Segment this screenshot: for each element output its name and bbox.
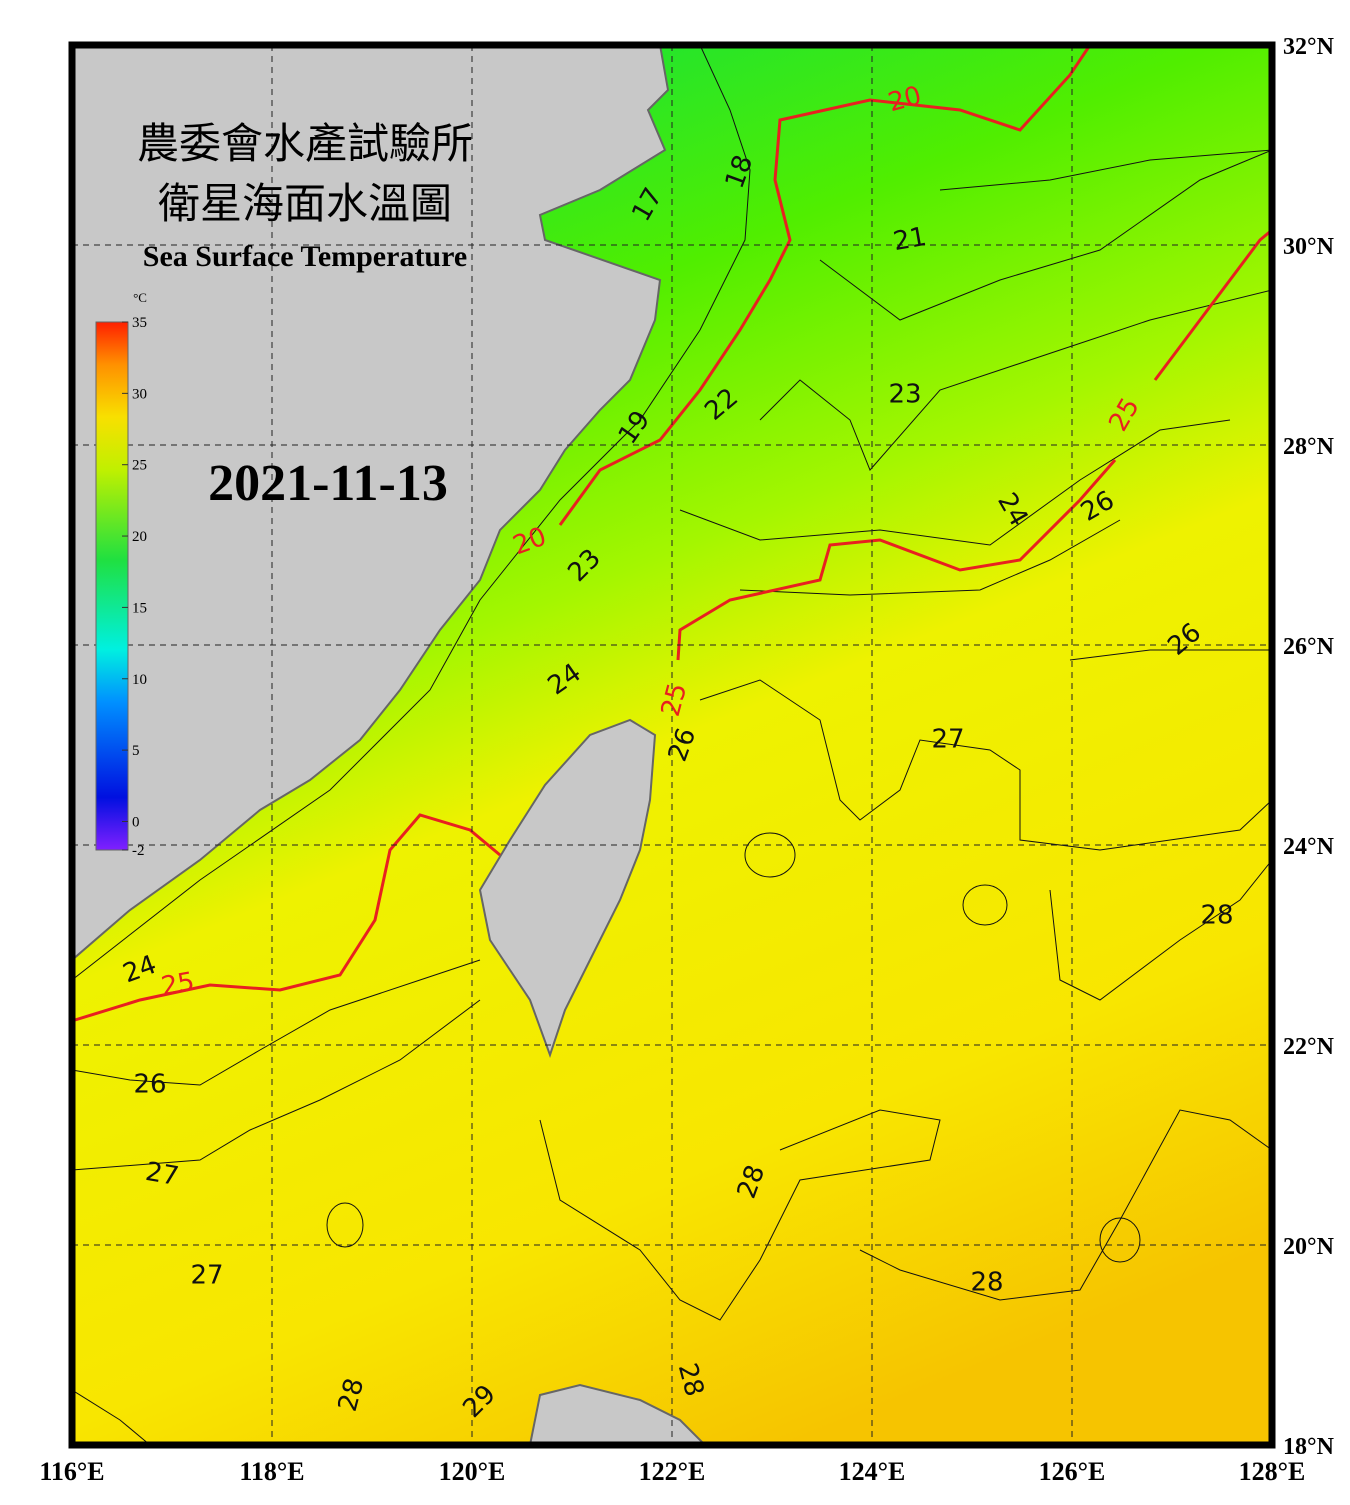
land-taiwan <box>478 718 657 1059</box>
colorbar-tick-label: 0 <box>132 814 140 830</box>
colorbar-tick-label: 5 <box>132 743 140 759</box>
contour-label: 28 <box>1200 901 1233 931</box>
title-en: Sea Surface Temperature <box>143 240 467 273</box>
colorbar-tick-label: 35 <box>132 315 147 331</box>
title-zh: 衛星海面水溫圖 <box>158 182 452 228</box>
colorbar-tick-label: -2 <box>132 843 145 859</box>
contour-label: 23 <box>888 380 921 410</box>
colorbar-ticks: 35 30 25 20 15 10 5 0 -2 <box>122 315 147 859</box>
lon-label: 126°E <box>1039 1457 1106 1486</box>
lat-label: 20°N <box>1283 1234 1335 1260</box>
lat-label: 32°N <box>1283 34 1335 60</box>
isotherms <box>72 45 1272 1445</box>
colorbar-unit: °C <box>133 290 147 305</box>
land-luzon <box>528 1383 707 1445</box>
lon-label: 122°E <box>639 1457 706 1486</box>
contour-label: 28 <box>970 1268 1003 1298</box>
lat-label: 18°N <box>1283 1434 1335 1460</box>
land-china <box>72 45 670 962</box>
contour-label: 26 <box>133 1070 166 1100</box>
colorbar-tick-label: 10 <box>132 672 147 688</box>
lat-label: 30°N <box>1283 234 1335 260</box>
colorbar-tick-label: 25 <box>132 458 147 474</box>
colorbar-tick-label: 20 <box>132 529 147 545</box>
axes: 116°E 118°E 120°E 122°E 124°E 126°E 128°E18°N 2… <box>39 34 1334 1486</box>
contour-label: 27 <box>190 1261 223 1291</box>
lon-label: 118°E <box>239 1457 304 1486</box>
lat-label: 26°N <box>1283 634 1335 660</box>
lon-label: 124°E <box>839 1457 906 1486</box>
contour-label: 25 <box>159 967 197 1002</box>
date: 2021-11-13 <box>208 455 448 512</box>
title-zh: 農委會水產試驗所 <box>137 121 473 168</box>
lon-label: 128°E <box>1239 1457 1306 1486</box>
colorbar <box>95 321 129 851</box>
lat-label: 28°N <box>1283 434 1335 460</box>
graticule <box>72 45 1272 1445</box>
lon-label: 116°E <box>39 1457 104 1486</box>
contour-label: 21 <box>891 222 929 257</box>
lat-label: 22°N <box>1283 1034 1335 1060</box>
contour-label: 27 <box>143 1157 181 1192</box>
lon-label: 120°E <box>439 1457 506 1486</box>
contour-label: 27 <box>931 725 964 755</box>
colorbar-tick-label: 30 <box>132 386 147 402</box>
lat-label: 24°N <box>1283 834 1335 860</box>
map-frame <box>68 41 1276 1449</box>
isotherm-red <box>74 45 1272 1022</box>
colorbar-tick-label: 15 <box>132 600 147 616</box>
